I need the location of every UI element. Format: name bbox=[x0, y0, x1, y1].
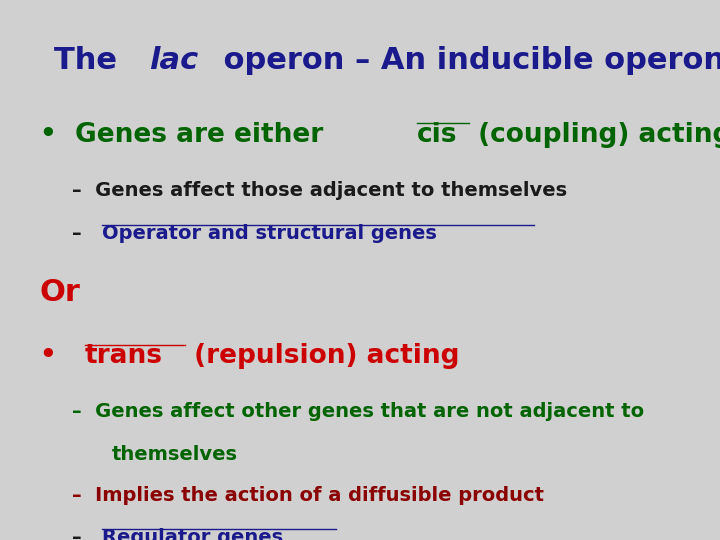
Text: –  Implies the action of a diffusible product: – Implies the action of a diffusible pro… bbox=[72, 486, 544, 505]
Text: Operator and structural genes: Operator and structural genes bbox=[102, 224, 437, 243]
Text: (coupling) acting: (coupling) acting bbox=[469, 122, 720, 147]
Text: lac: lac bbox=[149, 46, 198, 75]
Text: themselves: themselves bbox=[112, 446, 238, 464]
Text: trans: trans bbox=[85, 343, 163, 369]
Text: –: – bbox=[72, 224, 95, 243]
Text: •  Genes are either: • Genes are either bbox=[40, 122, 332, 147]
Text: (repulsion) acting: (repulsion) acting bbox=[186, 343, 460, 369]
Text: Or: Or bbox=[40, 278, 81, 307]
Text: –: – bbox=[72, 528, 95, 540]
Text: –  Genes affect other genes that are not adjacent to: – Genes affect other genes that are not … bbox=[72, 402, 644, 421]
Text: –  Genes affect those adjacent to themselves: – Genes affect those adjacent to themsel… bbox=[72, 181, 567, 200]
Text: •: • bbox=[40, 343, 75, 369]
Text: Regulator genes: Regulator genes bbox=[102, 528, 283, 540]
Text: The: The bbox=[54, 46, 127, 75]
Text: operon – An inducible operon: operon – An inducible operon bbox=[212, 46, 720, 75]
Text: cis: cis bbox=[417, 122, 457, 147]
